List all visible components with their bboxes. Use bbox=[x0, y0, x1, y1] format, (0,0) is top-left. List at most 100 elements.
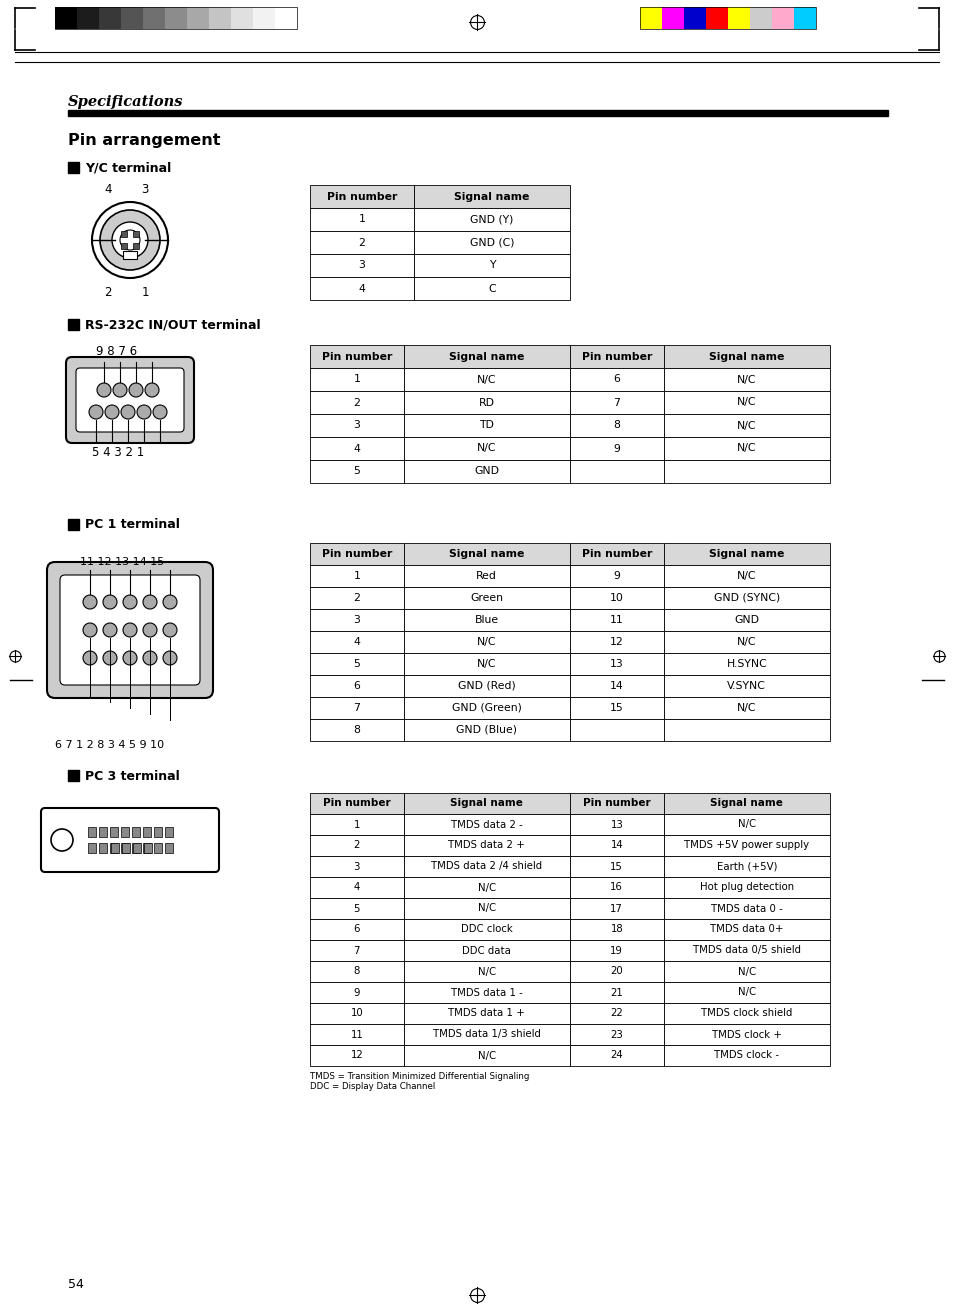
Text: RD: RD bbox=[478, 398, 495, 407]
Bar bbox=[153, 827, 162, 836]
Bar bbox=[111, 843, 119, 853]
Circle shape bbox=[145, 383, 159, 397]
Bar bbox=[209, 7, 231, 29]
Bar bbox=[132, 243, 139, 249]
Circle shape bbox=[143, 595, 157, 609]
Bar bbox=[403, 609, 569, 632]
Circle shape bbox=[163, 651, 177, 664]
Bar bbox=[569, 609, 663, 632]
Text: 9 8 7 6: 9 8 7 6 bbox=[96, 345, 137, 358]
Text: 7: 7 bbox=[353, 702, 360, 713]
Bar bbox=[569, 1045, 663, 1066]
Text: Y/C terminal: Y/C terminal bbox=[85, 161, 172, 175]
Text: Pin number: Pin number bbox=[327, 192, 396, 201]
Bar bbox=[663, 1024, 829, 1045]
Bar bbox=[727, 7, 749, 29]
Text: 10: 10 bbox=[350, 1008, 363, 1019]
Bar bbox=[310, 414, 403, 437]
Bar bbox=[132, 827, 140, 836]
Text: 15: 15 bbox=[610, 861, 622, 872]
Text: 5: 5 bbox=[353, 466, 360, 477]
Bar bbox=[143, 843, 151, 853]
Bar bbox=[403, 391, 569, 414]
Bar bbox=[414, 207, 569, 231]
Text: 12: 12 bbox=[609, 637, 623, 647]
Text: 9: 9 bbox=[613, 444, 619, 453]
Bar bbox=[77, 7, 99, 29]
Bar bbox=[403, 940, 569, 961]
Text: 1: 1 bbox=[354, 819, 359, 830]
Circle shape bbox=[123, 622, 137, 637]
Bar bbox=[414, 277, 569, 299]
Bar bbox=[310, 1024, 403, 1045]
Circle shape bbox=[143, 651, 157, 664]
Text: 3: 3 bbox=[358, 260, 365, 270]
Bar bbox=[663, 609, 829, 632]
Circle shape bbox=[51, 829, 73, 851]
Text: Signal name: Signal name bbox=[449, 549, 524, 559]
Text: Signal name: Signal name bbox=[450, 798, 522, 809]
Text: Pin number: Pin number bbox=[581, 549, 651, 559]
Bar bbox=[663, 544, 829, 565]
Text: 4: 4 bbox=[104, 183, 112, 196]
Bar bbox=[663, 345, 829, 368]
Text: TMDS data 2 -: TMDS data 2 - bbox=[451, 819, 522, 830]
Text: 16: 16 bbox=[610, 882, 622, 893]
FancyBboxPatch shape bbox=[47, 562, 213, 699]
Text: Green: Green bbox=[470, 593, 503, 603]
Bar bbox=[569, 653, 663, 675]
Circle shape bbox=[112, 222, 148, 257]
FancyBboxPatch shape bbox=[66, 357, 193, 442]
Text: 14: 14 bbox=[609, 681, 623, 691]
Text: 4: 4 bbox=[354, 882, 359, 893]
Text: DDC data: DDC data bbox=[462, 945, 511, 956]
Text: 2: 2 bbox=[358, 238, 365, 247]
Bar bbox=[705, 7, 727, 29]
Bar bbox=[403, 1024, 569, 1045]
Bar bbox=[663, 697, 829, 720]
Bar bbox=[414, 185, 569, 207]
Bar bbox=[99, 827, 107, 836]
Bar bbox=[569, 814, 663, 835]
Bar bbox=[122, 843, 130, 853]
Text: 6: 6 bbox=[354, 924, 359, 935]
Circle shape bbox=[112, 383, 127, 397]
Bar bbox=[68, 161, 79, 173]
Bar bbox=[310, 277, 414, 299]
Text: 1: 1 bbox=[353, 571, 360, 580]
Bar bbox=[99, 843, 107, 853]
Text: TMDS +5V power supply: TMDS +5V power supply bbox=[683, 840, 808, 851]
Text: Signal name: Signal name bbox=[454, 192, 529, 201]
Text: 3: 3 bbox=[353, 420, 360, 431]
Bar bbox=[663, 898, 829, 919]
Text: N/C: N/C bbox=[476, 637, 496, 647]
Bar bbox=[403, 720, 569, 741]
Circle shape bbox=[105, 404, 119, 419]
Circle shape bbox=[143, 622, 157, 637]
Text: N/C: N/C bbox=[476, 659, 496, 670]
Bar bbox=[403, 368, 569, 391]
Text: 54: 54 bbox=[68, 1279, 84, 1292]
Bar bbox=[310, 253, 414, 277]
Text: 23: 23 bbox=[610, 1029, 622, 1040]
Bar bbox=[310, 391, 403, 414]
Text: 8: 8 bbox=[354, 966, 359, 977]
Bar bbox=[569, 940, 663, 961]
Bar bbox=[403, 814, 569, 835]
FancyBboxPatch shape bbox=[76, 368, 184, 432]
Text: 13: 13 bbox=[610, 819, 622, 830]
Bar bbox=[569, 856, 663, 877]
Bar bbox=[661, 7, 683, 29]
Text: 7: 7 bbox=[613, 398, 619, 407]
Bar bbox=[310, 877, 403, 898]
Text: N/C: N/C bbox=[737, 571, 756, 580]
Bar bbox=[403, 653, 569, 675]
Bar bbox=[569, 414, 663, 437]
Bar bbox=[403, 982, 569, 1003]
Bar bbox=[310, 185, 414, 207]
Text: 9: 9 bbox=[613, 571, 619, 580]
Text: GND (Red): GND (Red) bbox=[457, 681, 516, 691]
Bar bbox=[403, 460, 569, 483]
Text: TMDS data 1/3 shield: TMDS data 1/3 shield bbox=[433, 1029, 540, 1040]
Bar bbox=[310, 231, 414, 253]
